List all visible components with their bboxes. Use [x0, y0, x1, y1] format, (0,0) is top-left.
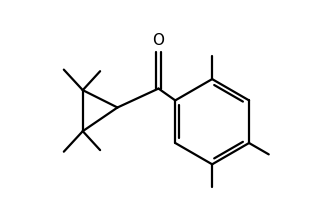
Text: O: O: [152, 34, 165, 48]
